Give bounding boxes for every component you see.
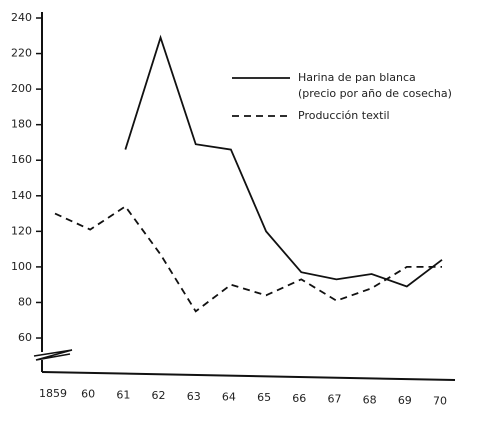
y-tick-label: 240 — [11, 11, 32, 24]
x-axis — [41, 371, 456, 381]
y-tick-label: 200 — [11, 82, 32, 95]
y-tick-label: 80 — [18, 295, 32, 308]
x-tick-label: 60 — [81, 388, 95, 401]
y-tick-label: 120 — [11, 224, 32, 237]
axis-break — [33, 349, 73, 361]
y-tick-label: 140 — [11, 189, 32, 202]
x-tick-label: 66 — [292, 392, 306, 405]
y-tick-label: 160 — [11, 153, 32, 166]
legend-label: Producción textil — [298, 109, 390, 122]
y-tick-label: 220 — [11, 47, 32, 60]
x-tick-label: 67 — [327, 393, 341, 406]
legend-sublabel: (precio por año de cosecha) — [298, 87, 452, 100]
y-tick-label: 180 — [11, 118, 32, 131]
y-tick-label: 60 — [18, 331, 32, 344]
x-tick-label: 69 — [398, 394, 412, 407]
x-tick-label: 70 — [433, 395, 447, 408]
x-tick-label: 61 — [116, 388, 130, 401]
legend-label: Harina de pan blanca — [298, 71, 416, 84]
series-line — [54, 205, 442, 313]
x-tick-label: 68 — [363, 393, 377, 406]
x-tick-label: 63 — [187, 390, 201, 403]
series-line — [124, 34, 443, 288]
x-tick-label: 62 — [152, 389, 166, 402]
y-tick-label: 100 — [11, 260, 32, 273]
x-tick-label: 64 — [222, 391, 236, 404]
x-tick-label: 65 — [257, 391, 271, 404]
x-tick-label: 1859 — [39, 387, 67, 400]
